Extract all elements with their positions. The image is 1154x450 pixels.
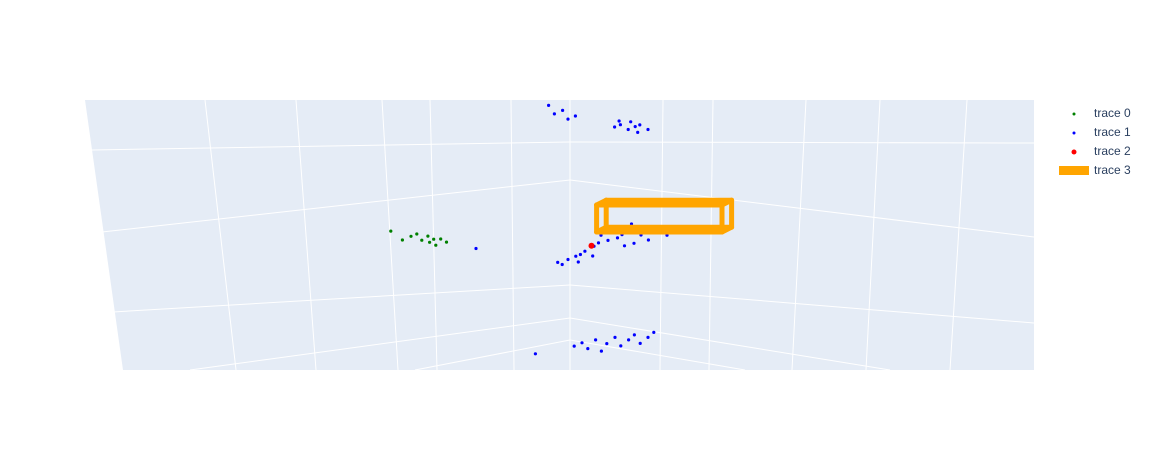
data-point[interactable]: [605, 342, 609, 346]
data-point[interactable]: [432, 237, 436, 241]
data-point[interactable]: [626, 127, 630, 132]
gridline: [91, 141, 571, 151]
gridline: [204, 99, 237, 371]
data-point[interactable]: [636, 130, 640, 134]
gridline: [510, 99, 515, 371]
gridline: [101, 179, 571, 233]
data-point[interactable]: [560, 262, 564, 267]
gridline: [414, 339, 571, 371]
gridline: [429, 99, 438, 371]
data-point[interactable]: [588, 242, 595, 249]
data-point[interactable]: [633, 125, 637, 129]
data-point[interactable]: [566, 257, 570, 262]
data-point[interactable]: [583, 249, 587, 253]
legend-swatch-trace-2: [1058, 142, 1090, 161]
data-point[interactable]: [615, 236, 620, 240]
gridline: [708, 99, 714, 371]
data-point[interactable]: [561, 108, 565, 112]
data-point[interactable]: [547, 103, 551, 107]
back-left-wall: [85, 100, 570, 370]
data-point[interactable]: [400, 238, 404, 242]
legend-item-trace-0[interactable]: trace 0: [1058, 104, 1150, 123]
gridline: [569, 141, 1035, 144]
data-point[interactable]: [591, 254, 595, 258]
legend-swatch-trace-3: [1058, 161, 1090, 180]
data-point[interactable]: [474, 246, 478, 251]
data-point[interactable]: [552, 112, 557, 116]
legend-label: trace 0: [1094, 106, 1131, 120]
data-point[interactable]: [646, 127, 650, 132]
data-point[interactable]: [573, 114, 578, 118]
legend-label: trace 3: [1094, 163, 1131, 177]
data-point[interactable]: [434, 243, 438, 247]
gridline: [659, 99, 664, 371]
gridline: [569, 284, 1035, 324]
data-point[interactable]: [574, 254, 578, 258]
series-trace-2: [588, 242, 595, 249]
gridline: [381, 99, 399, 371]
data-point[interactable]: [617, 119, 621, 123]
series-trace-0: [389, 229, 449, 247]
data-point[interactable]: [572, 344, 576, 348]
series-trace-3: [594, 197, 735, 235]
legend-item-trace-2[interactable]: trace 2: [1058, 142, 1150, 161]
legend-item-trace-3[interactable]: trace 3: [1058, 161, 1150, 180]
data-point[interactable]: [632, 333, 637, 337]
data-point[interactable]: [638, 341, 642, 345]
legend-label: trace 1: [1094, 125, 1131, 139]
data-point[interactable]: [618, 123, 623, 127]
data-point[interactable]: [566, 117, 570, 121]
gridline: [569, 339, 746, 371]
data-point[interactable]: [594, 338, 598, 342]
back-right-wall: [570, 100, 1034, 370]
data-point[interactable]: [627, 338, 631, 342]
gridline: [569, 317, 891, 371]
gridline: [295, 99, 317, 371]
legend-swatch-trace-0: [1058, 104, 1090, 123]
data-point[interactable]: [580, 341, 584, 345]
data-point[interactable]: [415, 232, 419, 236]
legend-swatch-trace-1: [1058, 123, 1090, 142]
data-point[interactable]: [444, 240, 449, 244]
data-point[interactable]: [613, 125, 617, 129]
data-point[interactable]: [613, 335, 617, 339]
gridline: [791, 99, 807, 371]
data-point[interactable]: [576, 260, 580, 264]
data-point[interactable]: [409, 234, 413, 238]
data-point[interactable]: [646, 238, 651, 242]
data-point[interactable]: [652, 330, 656, 334]
data-marks: [389, 103, 735, 356]
data-point[interactable]: [533, 352, 538, 356]
gridline: [865, 99, 881, 371]
legend-label: trace 2: [1094, 144, 1131, 158]
data-point[interactable]: [578, 252, 583, 257]
gridline: [569, 179, 1035, 238]
data-point[interactable]: [420, 238, 424, 242]
data-point[interactable]: [632, 241, 636, 245]
legend-item-trace-1[interactable]: trace 1: [1058, 123, 1150, 142]
data-point[interactable]: [629, 120, 633, 124]
data-point[interactable]: [599, 349, 604, 353]
scene-walls: [85, 100, 1034, 370]
data-point[interactable]: [646, 335, 650, 339]
data-point[interactable]: [439, 237, 443, 241]
data-point[interactable]: [606, 238, 610, 242]
legend: trace 0 trace 1 trace 2 trace 3: [1058, 104, 1150, 180]
gridline: [112, 284, 571, 313]
series-trace-1: [474, 103, 669, 356]
data-point[interactable]: [619, 344, 623, 348]
data-point[interactable]: [426, 234, 430, 238]
data-point[interactable]: [638, 123, 642, 127]
data-point[interactable]: [596, 241, 601, 245]
data-point[interactable]: [556, 260, 560, 264]
data-point[interactable]: [622, 244, 627, 248]
gridline: [949, 99, 968, 371]
data-point[interactable]: [586, 347, 590, 351]
scene-gridlines: [91, 99, 1035, 371]
data-point[interactable]: [428, 240, 432, 244]
gridline: [189, 317, 571, 371]
data-point[interactable]: [389, 229, 393, 233]
